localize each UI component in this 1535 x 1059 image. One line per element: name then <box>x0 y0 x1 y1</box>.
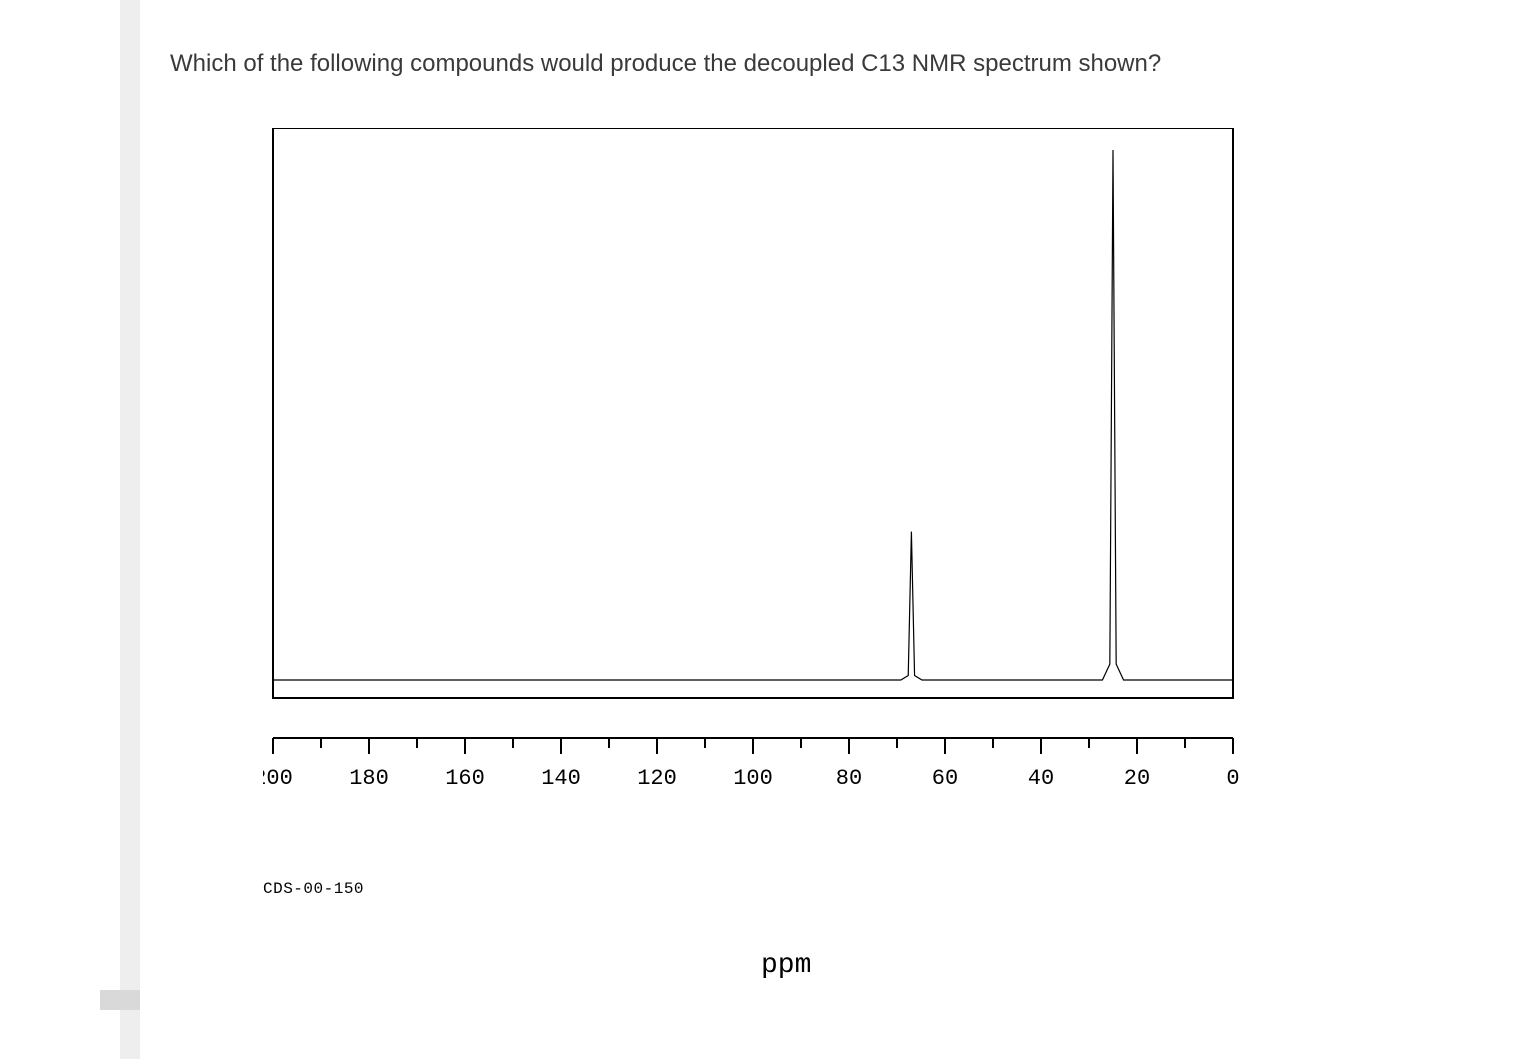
xtick-label: 160 <box>445 766 485 791</box>
xtick-label: 0 <box>1226 766 1239 791</box>
question-text: Which of the following compounds would p… <box>170 50 1500 78</box>
nmr-spectrum-chart: 200180160140120100806040200 ppm <box>263 128 1263 848</box>
sidebar-edge <box>120 0 140 1059</box>
content-area: Which of the following compounds would p… <box>170 50 1500 848</box>
xtick-label: 80 <box>836 766 862 791</box>
spectrum-svg: 200180160140120100806040200 <box>263 128 1263 848</box>
x-axis-label: ppm <box>761 950 811 981</box>
xtick-label: 140 <box>541 766 581 791</box>
xtick-label: 20 <box>1124 766 1150 791</box>
tab-indicator <box>100 990 140 1010</box>
spectrum-source-id: CDS-00-150 <box>263 880 364 898</box>
xtick-label: 200 <box>263 766 293 791</box>
xtick-label: 100 <box>733 766 773 791</box>
xtick-label: 180 <box>349 766 389 791</box>
xtick-label: 60 <box>932 766 958 791</box>
xtick-label: 40 <box>1028 766 1054 791</box>
xtick-label: 120 <box>637 766 677 791</box>
